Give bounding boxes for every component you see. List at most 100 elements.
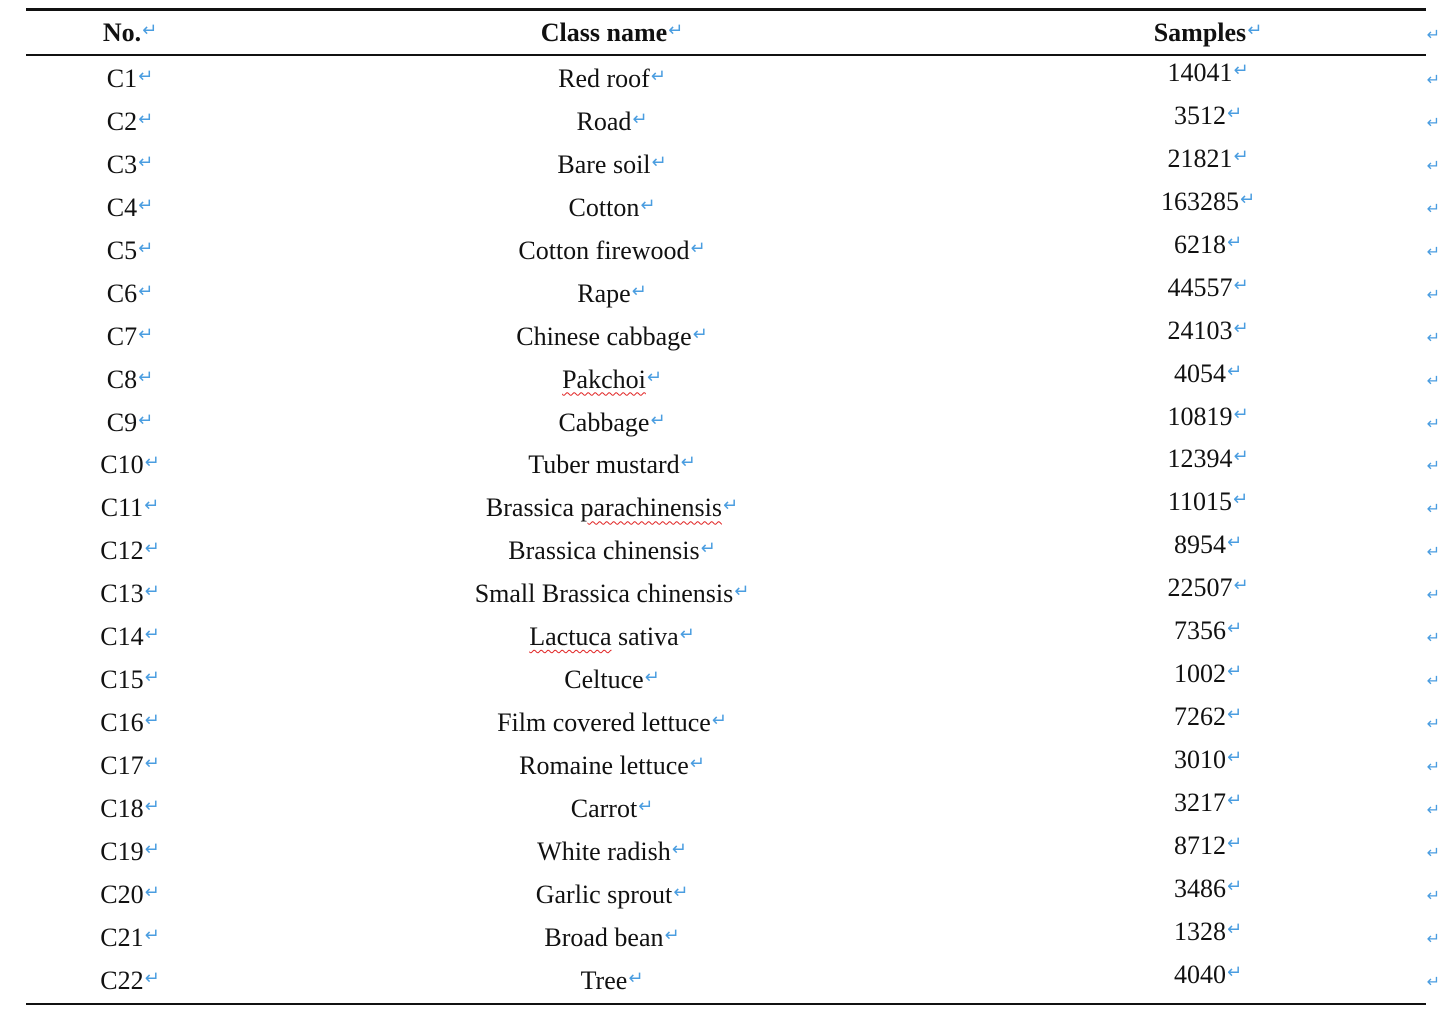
paragraph-mark-icon: ↵ (144, 452, 160, 474)
paragraph-mark-icon: ↵ (138, 66, 154, 87)
class-number: C22 (100, 965, 144, 995)
table-row: C8↵ Pakchoi↵ 4054↵ ↵ (26, 357, 1438, 400)
paragraph-mark-icon: ↵ (1226, 231, 1243, 253)
paragraph-mark-icon: ↵ (1232, 489, 1249, 511)
table-row: C18↵ Carrot↵ 3217↵ ↵ (26, 786, 1438, 829)
sample-count: 14041 (1167, 58, 1233, 87)
table-row: C20↵ Garlic sprout↵ 3486↵ ↵ (26, 872, 1438, 915)
paragraph-mark-icon: ↵ (144, 624, 160, 646)
paragraph-mark-icon: ↵ (144, 838, 160, 860)
paragraph-mark-icon: ↵ (646, 366, 662, 388)
class-number: C12 (100, 536, 144, 566)
table-row: C19↵ White radish↵ 8712↵ ↵ (26, 829, 1438, 872)
table-row: C3↵ Bare soil↵ 21821↵ ↵ (26, 142, 1438, 185)
class-number: C3 (106, 149, 138, 179)
row-end-mark-icon: ↵ (1426, 628, 1438, 648)
paragraph-mark-icon: ↵ (1226, 618, 1243, 640)
row-end-mark-icon: ↵ (1426, 155, 1438, 175)
class-name: Road (576, 106, 632, 136)
sample-count: 10819 (1167, 401, 1233, 431)
paragraph-mark-icon: ↵ (668, 20, 684, 41)
class-number: C20 (100, 879, 144, 909)
class-name: Tuber mustard (528, 450, 680, 480)
row-end-mark-icon: ↵ (1426, 70, 1438, 89)
table-row: C1↵ Red roof↵ 14041↵ ↵ (26, 56, 1438, 99)
class-name: White radish (537, 836, 671, 866)
table-row: C15↵ Celtuce↵ 1002↵ ↵ (26, 657, 1438, 700)
paragraph-mark-icon: ↵ (1226, 875, 1243, 897)
row-end-mark-icon: ↵ (1426, 757, 1438, 776)
paragraph-mark-icon: ↵ (144, 667, 160, 689)
paragraph-mark-icon: ↵ (1233, 145, 1249, 167)
class-number: C7 (106, 321, 138, 351)
sample-count: 4040 (1173, 959, 1226, 989)
class-name: Cabbage (558, 407, 650, 437)
paragraph-mark-icon: ↵ (1239, 188, 1256, 210)
sample-count: 7262 (1173, 702, 1226, 732)
row-end-mark-icon: ↵ (1426, 25, 1438, 44)
paragraph-mark-icon: ↵ (144, 581, 160, 603)
sample-count: 3010 (1173, 745, 1226, 774)
paragraph-mark-icon: ↵ (700, 538, 716, 560)
class-name: Small Brassica chinensis (474, 579, 734, 609)
sample-count: 12394 (1167, 444, 1233, 474)
table-row: C7↵ Chinese cabbage↵ 24103↵ ↵ (26, 314, 1438, 357)
sample-count: 3217 (1173, 787, 1226, 817)
paragraph-mark-icon: ↵ (628, 967, 644, 989)
paragraph-mark-icon: ↵ (734, 581, 750, 603)
row-end-mark-icon: ↵ (1426, 971, 1438, 991)
spellcheck-flag: Lactuca (529, 622, 612, 652)
sample-count: 44557 (1167, 272, 1233, 302)
paragraph-mark-icon: ↵ (1226, 704, 1243, 726)
class-number: C13 (100, 579, 144, 609)
paragraph-mark-icon: ↵ (651, 151, 667, 173)
table-row: C22↵ Tree↵ 4040↵ ↵ (26, 958, 1438, 1001)
row-end-mark-icon: ↵ (1426, 928, 1438, 948)
class-number: C9 (106, 407, 138, 437)
class-number: C21 (100, 922, 144, 952)
table-header-row: No.↵ Class name↵ Samples↵ ↵ (26, 11, 1438, 54)
table-row: C12↵ Brassica chinensis↵ 8954↵ ↵ (26, 528, 1438, 571)
sample-count: 3512 (1173, 100, 1226, 130)
paragraph-mark-icon: ↵ (723, 495, 739, 517)
class-name: Tree (580, 965, 628, 995)
paragraph-mark-icon: ↵ (138, 194, 154, 216)
row-end-mark-icon: ↵ (1426, 499, 1438, 519)
paragraph-mark-icon: ↵ (144, 795, 160, 817)
table-row: C21↵ Broad bean↵ 1328↵ ↵ (26, 915, 1438, 958)
paragraph-mark-icon: ↵ (1233, 317, 1249, 339)
paragraph-mark-icon: ↵ (144, 881, 160, 903)
class-name: Carrot (570, 793, 638, 823)
sample-count: 7356 (1173, 616, 1226, 646)
sample-count: 1328 (1173, 916, 1226, 946)
class-number: C17 (100, 751, 144, 780)
class-number: C10 (100, 450, 144, 480)
sample-count: 1002 (1173, 659, 1226, 689)
paragraph-mark-icon: ↵ (631, 280, 647, 302)
paragraph-mark-icon: ↵ (1226, 532, 1243, 554)
row-end-mark-icon: ↵ (1426, 799, 1438, 819)
table-row: C17↵ Romaine lettuce↵ 3010↵ ↵ (26, 743, 1438, 786)
paragraph-mark-icon: ↵ (650, 409, 666, 431)
paragraph-mark-icon: ↵ (632, 108, 648, 130)
paragraph-mark-icon: ↵ (144, 495, 160, 517)
table-row: C13↵ Small Brassica chinensis↵ 22507↵ ↵ (26, 571, 1438, 614)
row-end-mark-icon: ↵ (1426, 714, 1438, 734)
row-end-mark-icon: ↵ (1426, 198, 1438, 218)
row-end-mark-icon: ↵ (1426, 284, 1438, 304)
paragraph-mark-icon: ↵ (1233, 274, 1249, 296)
table-row: C10↵ Tuber mustard↵ 12394↵ ↵ (26, 442, 1438, 485)
paragraph-mark-icon: ↵ (138, 409, 154, 431)
sample-count: 24103 (1167, 315, 1233, 345)
paragraph-mark-icon: ↵ (144, 924, 160, 946)
paragraph-mark-icon: ↵ (664, 924, 680, 946)
class-name: Broad bean (544, 922, 664, 952)
class-number: C8 (106, 364, 138, 394)
paragraph-mark-icon: ↵ (144, 710, 160, 732)
paragraph-mark-icon: ↵ (1226, 961, 1243, 983)
header-no-label: No. (102, 18, 142, 47)
class-samples-table: No.↵ Class name↵ Samples↵ ↵ C1↵ Red roof↵… (26, 8, 1438, 1005)
sample-count: 22507 (1167, 573, 1233, 603)
sample-count: 4054 (1173, 358, 1226, 388)
spellcheck-flag: parachinensis (580, 493, 723, 523)
